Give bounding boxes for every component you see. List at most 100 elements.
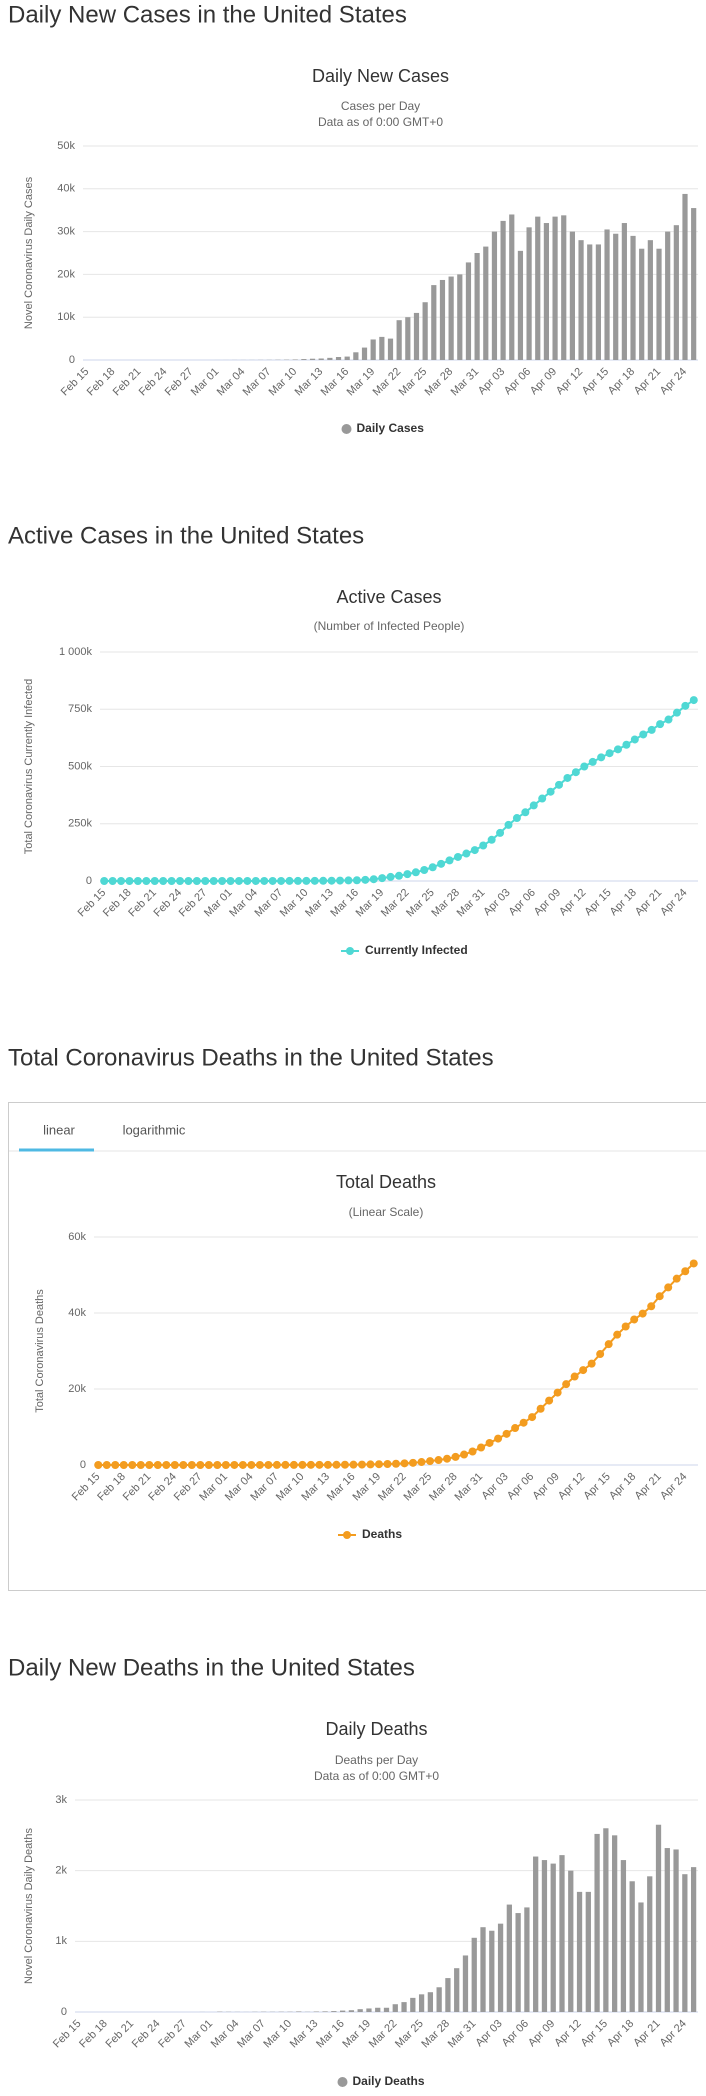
legend-label: Currently Infected [365, 943, 468, 957]
y-tick-label: 0 [61, 2006, 67, 2018]
chart-panel [8, 1102, 706, 1591]
x-tick-label: Apr 15 [581, 1471, 612, 1502]
point [159, 876, 168, 885]
bar [344, 356, 350, 360]
bar [383, 2007, 390, 2012]
point [597, 753, 606, 762]
point [587, 1359, 596, 1368]
x-tick-label: Apr 06 [505, 1471, 536, 1502]
bar [457, 274, 463, 360]
point [192, 876, 201, 885]
x-tick-label: Apr 15 [579, 2018, 610, 2049]
x-tick-label: Apr 09 [526, 2018, 557, 2049]
point [477, 1443, 486, 1452]
section-heading: Total Coronavirus Deaths in the United S… [8, 1044, 494, 1071]
x-tick-label: Apr 15 [582, 887, 613, 918]
point [622, 740, 631, 749]
chart-subtitle: Cases per Day [341, 99, 420, 113]
bar [509, 214, 515, 360]
x-tick-label: Apr 21 [632, 1471, 663, 1502]
x-tick-label: Apr 21 [632, 366, 663, 397]
x-tick-label: Apr 12 [554, 366, 585, 397]
bar [413, 312, 420, 360]
bar [422, 302, 428, 360]
point [681, 701, 690, 710]
point [437, 859, 446, 868]
x-tick-label: Apr 18 [608, 887, 639, 918]
point [277, 876, 286, 885]
x-tick-label: Feb 18 [77, 2018, 110, 2051]
point [426, 1457, 435, 1466]
point [555, 780, 564, 789]
y-tick-label: 60k [68, 1231, 86, 1243]
x-tick-label: Feb 15 [59, 366, 92, 399]
bar [515, 1913, 521, 2012]
y-tick-label: 20k [68, 1383, 86, 1395]
bar [448, 276, 454, 360]
y-axis-title: Novel Coronavirus Daily Deaths [23, 1828, 35, 1984]
point [538, 794, 547, 803]
bar [439, 279, 446, 360]
y-tick-label: 30k [57, 226, 75, 238]
point [420, 866, 429, 875]
y-tick-label: 40k [68, 1307, 86, 1319]
point [125, 876, 134, 885]
point [272, 1460, 281, 1469]
point [395, 871, 403, 880]
y-tick-label: 10k [57, 311, 75, 323]
point [479, 841, 488, 850]
chart-subtitle: Data as of 0:00 GMT+0 [314, 1769, 439, 1783]
point [672, 1274, 681, 1283]
x-tick-label: Feb 18 [85, 366, 118, 399]
point [361, 875, 370, 884]
bar [578, 240, 584, 360]
point [596, 1350, 605, 1359]
point [655, 1292, 664, 1301]
point [386, 872, 395, 881]
point [332, 1460, 341, 1469]
bar [612, 1835, 618, 2012]
bar [357, 2009, 363, 2012]
bar [454, 1968, 460, 2012]
section-heading: Daily New Cases in the United States [8, 1, 407, 28]
point [553, 1388, 562, 1397]
x-tick-label: Feb 21 [104, 2018, 137, 2051]
point [170, 1461, 179, 1469]
point [319, 876, 328, 885]
point [613, 1330, 622, 1339]
x-tick-label: Mar 13 [293, 366, 326, 399]
bar [489, 1930, 495, 2012]
point [201, 876, 210, 885]
point [238, 1460, 247, 1469]
point [409, 1458, 418, 1467]
tab[interactable]: linear [43, 1122, 75, 1137]
bar [292, 359, 298, 360]
point [511, 1424, 520, 1433]
point [327, 876, 336, 885]
bar [471, 1937, 477, 2012]
point [221, 1460, 230, 1469]
bar [541, 1860, 548, 2012]
point [247, 1460, 256, 1469]
y-tick-label: 500k [68, 760, 92, 772]
bar [664, 1848, 670, 2012]
bar [392, 2004, 398, 2012]
point [133, 876, 142, 885]
bar [483, 246, 489, 360]
point [306, 1460, 315, 1469]
x-tick-label: Apr 09 [528, 366, 559, 397]
x-tick-label: Mar 25 [393, 2018, 426, 2051]
x-tick-label: Mar 04 [209, 2018, 242, 2051]
tab[interactable]: logarithmic [123, 1122, 186, 1137]
point [243, 876, 252, 885]
x-tick-label: Apr 24 [658, 366, 689, 397]
point [323, 1460, 332, 1469]
point [468, 1447, 477, 1456]
point [128, 1461, 137, 1469]
line [104, 699, 695, 882]
bar [673, 225, 679, 360]
bar [559, 1855, 565, 2012]
y-tick-label: 0 [69, 354, 75, 366]
point [403, 870, 412, 879]
